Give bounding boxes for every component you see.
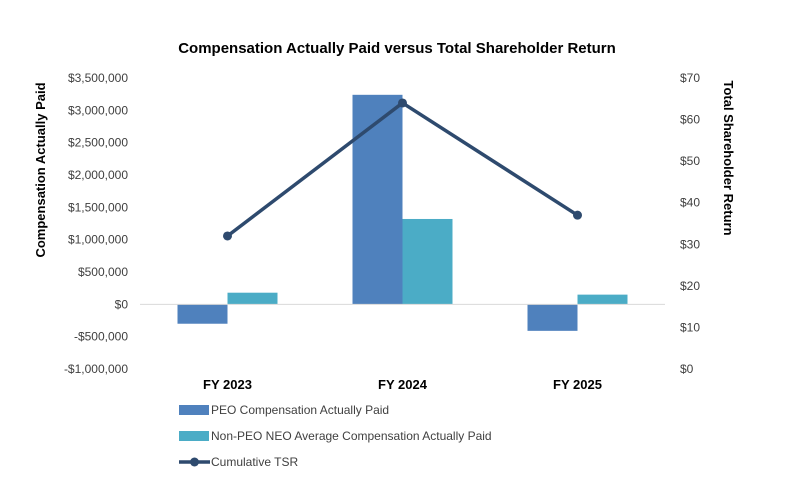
right-tick-label: $60 bbox=[680, 113, 700, 127]
right-tick-label: $10 bbox=[680, 320, 700, 334]
right-axis-ticks: $70 $60 $50 $40 $30 $20 $10 $0 bbox=[680, 71, 700, 376]
right-axis-title: Total Shareholder Return bbox=[721, 80, 736, 235]
left-tick-label: $500,000 bbox=[78, 265, 128, 279]
bar-non-peo-2 bbox=[577, 294, 628, 305]
bars bbox=[177, 94, 628, 331]
bar-non-peo-1 bbox=[402, 218, 453, 305]
left-tick-label: -$1,000,000 bbox=[64, 362, 128, 376]
right-tick-label: $20 bbox=[680, 279, 700, 293]
left-tick-label: $1,000,000 bbox=[68, 233, 128, 247]
left-tick-label: $0 bbox=[115, 297, 129, 311]
tsr-point-0 bbox=[223, 231, 232, 241]
bar-peo-1 bbox=[352, 94, 403, 305]
tsr-line-series bbox=[223, 98, 582, 241]
left-tick-label: $2,500,000 bbox=[68, 136, 128, 150]
left-tick-label: $3,500,000 bbox=[68, 71, 128, 85]
left-tick-label: $1,500,000 bbox=[68, 200, 128, 214]
left-axis-ticks: $3,500,000 $3,000,000 $2,500,000 $2,000,000… bbox=[64, 71, 128, 376]
category-label: FY 2024 bbox=[378, 377, 428, 392]
left-tick-label: $3,000,000 bbox=[68, 103, 128, 117]
bar-peo-0 bbox=[177, 304, 228, 324]
right-tick-label: $0 bbox=[680, 362, 694, 376]
right-tick-label: $30 bbox=[680, 237, 700, 251]
legend: PEO Compensation Actually Paid Non-PEO NE… bbox=[179, 403, 492, 469]
right-tick-label: $70 bbox=[680, 71, 700, 85]
category-label: FY 2025 bbox=[553, 377, 602, 392]
tsr-point-1 bbox=[398, 98, 407, 108]
category-label: FY 2023 bbox=[203, 377, 252, 392]
category-labels: FY 2023 FY 2024 FY 2025 bbox=[203, 377, 602, 392]
left-axis-title: Compensation Actually Paid bbox=[33, 82, 48, 257]
bar-non-peo-0 bbox=[227, 292, 278, 305]
legend-swatch bbox=[179, 431, 209, 441]
legend-label: Non-PEO NEO Average Compensation Actuall… bbox=[211, 429, 492, 443]
right-tick-label: $50 bbox=[680, 154, 700, 168]
legend-swatch bbox=[179, 405, 209, 415]
chart-title: Compensation Actually Paid versus Total … bbox=[178, 40, 616, 57]
tsr-point-2 bbox=[573, 210, 582, 220]
legend-marker bbox=[190, 457, 199, 467]
legend-label: PEO Compensation Actually Paid bbox=[211, 403, 389, 417]
left-tick-label: $2,000,000 bbox=[68, 168, 128, 182]
legend-label: Cumulative TSR bbox=[211, 455, 298, 469]
bar-peo-2 bbox=[527, 304, 578, 331]
left-tick-label: -$500,000 bbox=[74, 330, 128, 344]
right-tick-label: $40 bbox=[680, 196, 700, 210]
